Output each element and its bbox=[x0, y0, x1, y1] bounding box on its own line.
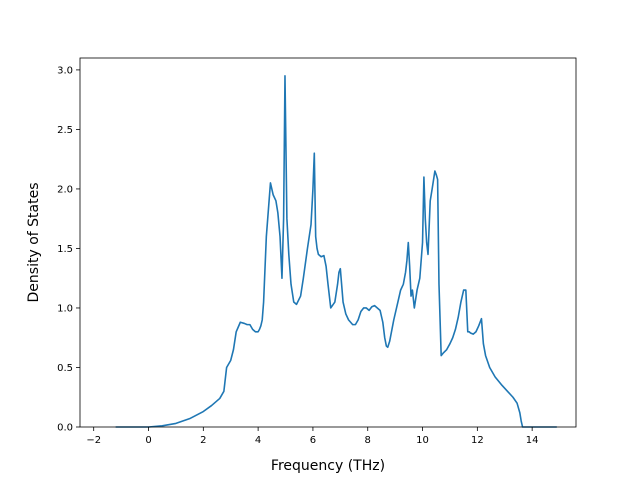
x-tick-label: 12 bbox=[471, 435, 484, 446]
y-tick-label: 0.0 bbox=[57, 423, 73, 434]
x-tick-label: 0 bbox=[145, 435, 151, 446]
axes-frame bbox=[79, 57, 577, 428]
x-axis-label: Frequency (THz) bbox=[271, 458, 385, 474]
x-tick-label: 2 bbox=[200, 435, 206, 446]
y-tick-label: 1.0 bbox=[57, 303, 73, 314]
x-tick-label: −2 bbox=[86, 435, 101, 446]
x-axis-ticks: −2 0 2 4 6 8 10 12 14 bbox=[86, 427, 539, 446]
y-tick-label: 0.5 bbox=[57, 363, 73, 374]
y-tick-label: 2.5 bbox=[57, 125, 73, 136]
plot-area bbox=[115, 75, 557, 428]
dos-series-line bbox=[115, 75, 557, 428]
x-tick-label: 8 bbox=[365, 435, 371, 446]
y-axis-label: Density of States bbox=[26, 183, 42, 303]
y-tick-label: 2.0 bbox=[57, 184, 73, 195]
x-tick-label: 10 bbox=[416, 435, 429, 446]
x-tick-label: 14 bbox=[526, 435, 539, 446]
x-tick-label: 4 bbox=[255, 435, 261, 446]
y-axis-ticks: 0.0 0.5 1.0 1.5 2.0 2.5 3.0 bbox=[57, 65, 80, 434]
x-tick-label: 6 bbox=[310, 435, 316, 446]
y-tick-label: 3.0 bbox=[57, 65, 73, 76]
y-tick-label: 1.5 bbox=[57, 244, 73, 255]
